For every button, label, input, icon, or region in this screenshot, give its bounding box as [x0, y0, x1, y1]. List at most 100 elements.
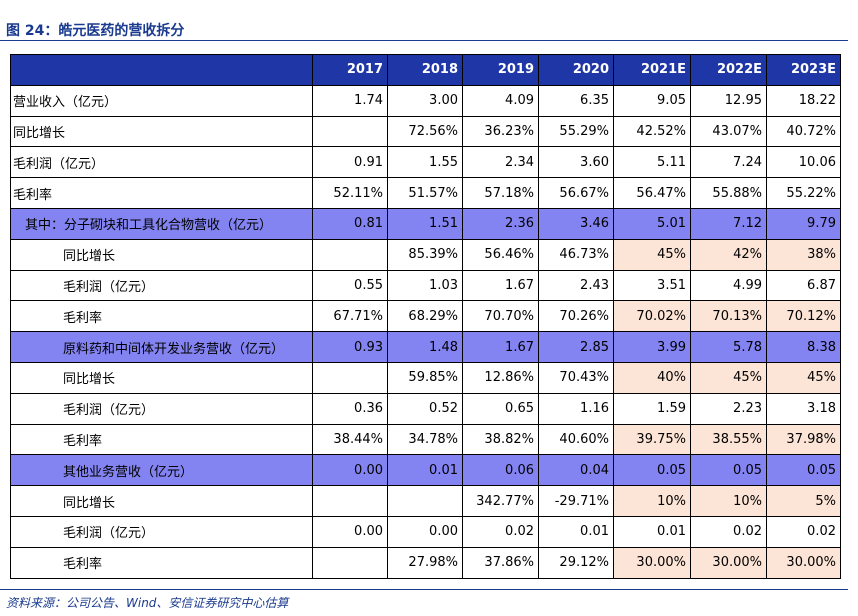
cell: 0.05 — [613, 454, 691, 487]
cell: 45% — [766, 361, 841, 394]
cell: 0.93 — [312, 331, 388, 363]
cell: 0.91 — [312, 146, 388, 179]
row: 毛利率 27.98% 37.86% 29.12% 30.00% 30.00% 30.00% — [10, 546, 841, 579]
column-header: 2023E — [766, 54, 841, 86]
row-label: 毛利润（亿元） — [10, 515, 313, 548]
column-header: 2021E — [613, 54, 691, 86]
cell: 18.22 — [766, 84, 841, 117]
row: 毛利润（亿元） 0.91 1.55 2.34 3.60 5.11 7.24 10.06 — [10, 146, 841, 179]
rule — [0, 40, 848, 41]
row-label: 营业收入（亿元） — [10, 84, 313, 117]
cell: 39.75% — [613, 423, 691, 456]
cell: 0.55 — [312, 269, 388, 302]
row: 同比增长 72.56% 36.23% 55.29% 42.52% 43.07% 40.72% — [10, 115, 841, 148]
cell — [312, 238, 388, 271]
cell: 5.11 — [613, 146, 691, 179]
cell: 56.46% — [462, 238, 539, 271]
cell: 0.65 — [462, 392, 539, 425]
cell: 42% — [690, 238, 767, 271]
cell: -29.71% — [538, 485, 614, 517]
header-cell — [10, 54, 313, 86]
row: 毛利率 38.44% 34.78% 38.82% 40.60% 39.75% 38.55% 3… — [10, 423, 841, 456]
cell: 0.01 — [387, 454, 463, 487]
cell: 342.77% — [462, 485, 539, 517]
cell: 57.18% — [462, 177, 539, 209]
cell: 34.78% — [387, 423, 463, 456]
cell — [312, 485, 388, 517]
cell: 51.57% — [387, 177, 463, 209]
column-header: 2017 — [312, 54, 388, 86]
cell: 72.56% — [387, 115, 463, 148]
cell: 0.00 — [312, 454, 388, 487]
rule — [0, 589, 848, 590]
cell: 0.01 — [613, 515, 691, 548]
cell: 2.34 — [462, 146, 539, 179]
cell: 0.02 — [690, 515, 767, 548]
row: 毛利润（亿元） 0.36 0.52 0.65 1.16 1.59 2.23 3.18 — [10, 392, 841, 425]
cell: 38.82% — [462, 423, 539, 456]
cell: 45% — [613, 238, 691, 271]
cell — [312, 546, 388, 579]
cell: 46.73% — [538, 238, 614, 271]
cell: 1.67 — [462, 331, 539, 363]
cell: 9.79 — [766, 207, 841, 240]
row-label: 毛利润（亿元） — [10, 146, 313, 179]
cell: 36.23% — [462, 115, 539, 148]
cell: 1.16 — [538, 392, 614, 425]
row-label: 毛利率 — [10, 177, 313, 209]
cell — [312, 361, 388, 394]
row-label: 其中：分子砌块和工具化合物营收（亿元） — [10, 207, 313, 240]
row-label: 毛利率 — [10, 300, 313, 333]
cell: 68.29% — [387, 300, 463, 333]
cell: 5% — [766, 485, 841, 517]
cell: 7.24 — [690, 146, 767, 179]
cell: 59.85% — [387, 361, 463, 394]
cell: 3.51 — [613, 269, 691, 302]
row: 原料药和中间体开发业务营收（亿元） 0.93 1.48 1.67 2.85 3.99 5.7… — [10, 331, 841, 363]
cell: 10% — [690, 485, 767, 517]
row: 同比增长 59.85% 12.86% 70.43% 40% 45% 45% — [10, 361, 841, 394]
row: 同比增长 85.39% 56.46% 46.73% 45% 42% 38% — [10, 238, 841, 271]
cell: 30.00% — [613, 546, 691, 579]
row: 营业收入（亿元） 1.74 3.00 4.09 6.35 9.05 12.95 18.22 — [10, 84, 841, 117]
cell: 70.26% — [538, 300, 614, 333]
row: 其中：分子砌块和工具化合物营收（亿元） 0.81 1.51 2.36 3.46 5.01 7… — [10, 207, 841, 240]
cell — [312, 115, 388, 148]
header-row: 2017 2018 2019 2020 2021E 2022E 2023E — [10, 54, 841, 86]
source: 资料来源：公司公告、Wind、安信证券研究中心估算 — [6, 596, 289, 610]
cell: 56.67% — [538, 177, 614, 209]
row: 毛利润（亿元） 0.55 1.03 1.67 2.43 3.51 4.99 6.87 — [10, 269, 841, 302]
cell: 0.04 — [538, 454, 614, 487]
cell: 1.03 — [387, 269, 463, 302]
cell: 0.00 — [387, 515, 463, 548]
cell: 5.01 — [613, 207, 691, 240]
cell: 3.99 — [613, 331, 691, 363]
cell: 1.48 — [387, 331, 463, 363]
cell: 55.22% — [766, 177, 841, 209]
cell: 40% — [613, 361, 691, 394]
cell: 85.39% — [387, 238, 463, 271]
cell: 43.07% — [690, 115, 767, 148]
column-header: 2022E — [690, 54, 767, 86]
column-header: 2019 — [462, 54, 539, 86]
cell: 38.44% — [312, 423, 388, 456]
cell: 45% — [690, 361, 767, 394]
row: 其他业务营收（亿元） 0.00 0.01 0.06 0.04 0.05 0.05 0.05 — [10, 454, 841, 487]
row: 毛利率 52.11% 51.57% 57.18% 56.67% 56.47% 55.88% 5… — [10, 177, 841, 209]
cell: 2.85 — [538, 331, 614, 363]
cell: 55.29% — [538, 115, 614, 148]
row-label: 毛利率 — [10, 546, 313, 579]
cell: 7.12 — [690, 207, 767, 240]
cell: 2.43 — [538, 269, 614, 302]
cell: 0.06 — [462, 454, 539, 487]
cell: 1.59 — [613, 392, 691, 425]
row-label: 同比增长 — [10, 238, 313, 271]
cell: 70.12% — [766, 300, 841, 333]
row-label: 毛利润（亿元） — [10, 392, 313, 425]
cell: 12.86% — [462, 361, 539, 394]
cell: 8.38 — [766, 331, 841, 363]
row-label: 其他业务营收（亿元） — [10, 454, 313, 487]
cell — [387, 485, 463, 517]
cell: 1.51 — [387, 207, 463, 240]
